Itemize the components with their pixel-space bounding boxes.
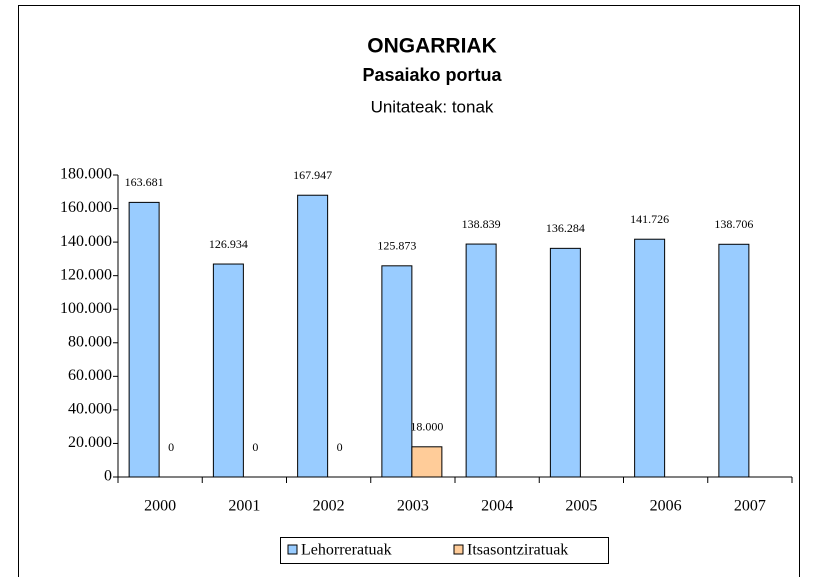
x-tick-label: 2003 xyxy=(397,498,429,515)
value-label: 126.934 xyxy=(209,237,248,251)
bar xyxy=(465,243,497,478)
value-label: 18.000 xyxy=(410,420,443,434)
bar xyxy=(718,243,750,478)
bar xyxy=(411,446,443,478)
value-label: 0 xyxy=(337,440,343,454)
value-label: 125.873 xyxy=(377,239,416,253)
x-tick-label: 2002 xyxy=(313,498,345,515)
value-label: 167.947 xyxy=(293,168,332,182)
chart-subtitle: Pasaiako portua xyxy=(362,65,502,85)
bar xyxy=(128,201,160,478)
value-label: 163.681 xyxy=(125,175,164,189)
y-tick-label: 80.000 xyxy=(68,333,112,350)
value-label: 0 xyxy=(252,440,258,454)
y-tick-label: 160.000 xyxy=(60,199,112,216)
value-label: 136.284 xyxy=(546,221,585,235)
legend-swatch xyxy=(453,544,464,555)
value-label: 0 xyxy=(168,440,174,454)
value-label: 138.706 xyxy=(714,217,753,231)
x-tick-label: 2001 xyxy=(228,498,260,515)
x-tick-label: 2004 xyxy=(481,498,513,515)
bar xyxy=(549,247,581,478)
y-tick-label: 140.000 xyxy=(60,233,112,250)
value-label: 141.726 xyxy=(630,212,669,226)
x-tick-label: 2005 xyxy=(565,498,597,515)
y-tick-label: 0 xyxy=(104,468,112,485)
x-tick-label: 2006 xyxy=(650,498,682,515)
units-label: Unitateak: tonak xyxy=(371,97,494,116)
legend-label: Itsasontziratuak xyxy=(467,542,568,559)
y-tick-label: 20.000 xyxy=(68,434,112,451)
chart-title: ONGARRIAK xyxy=(367,35,497,58)
bar xyxy=(381,265,413,478)
y-tick-label: 40.000 xyxy=(68,401,112,418)
bar xyxy=(212,263,244,478)
legend-box xyxy=(280,537,609,564)
y-tick-label: 120.000 xyxy=(60,266,112,283)
legend-swatch xyxy=(287,544,298,555)
bar xyxy=(634,238,666,478)
y-tick-label: 60.000 xyxy=(68,367,112,384)
value-label: 138.839 xyxy=(462,217,501,231)
bar xyxy=(297,194,329,478)
y-tick-label: 100.000 xyxy=(60,300,112,317)
y-tick-label: 180.000 xyxy=(60,166,112,183)
legend-label: Lehorreratuak xyxy=(301,542,392,559)
x-tick-label: 2000 xyxy=(144,498,176,515)
x-tick-label: 2007 xyxy=(734,498,766,515)
